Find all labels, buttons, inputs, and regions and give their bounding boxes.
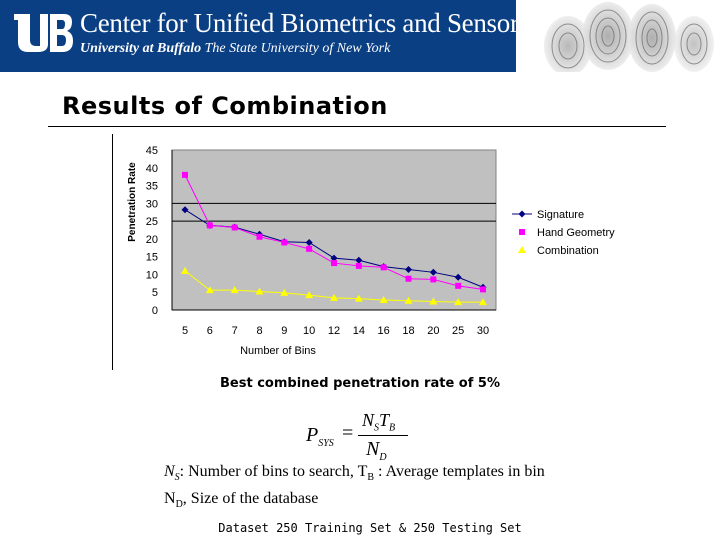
x-tick-label: 18 [402, 325, 414, 337]
dataset-note: Dataset 250 Training Set & 250 Testing S… [218, 521, 522, 535]
y-tick-label: 15 [146, 252, 158, 264]
x-tick-label: 25 [452, 325, 464, 337]
data-point-combination [330, 293, 338, 301]
y-tick-label: 40 [146, 163, 158, 175]
definition-ns-tb: NS: Number of bins to search, TB : Avera… [164, 463, 545, 483]
data-point-combination [280, 288, 289, 296]
data-point-hand-geometry [331, 260, 337, 267]
x-tick-label: 20 [427, 325, 439, 337]
y-tick-label: 25 [146, 216, 158, 228]
plot-area [171, 149, 497, 311]
banner-subtitle: University at Buffalo The State Universi… [80, 41, 390, 57]
data-point-combination [205, 286, 214, 294]
best-rate-note: Best combined penetration rate of 5% [220, 376, 500, 391]
data-point-hand-geometry [182, 171, 188, 178]
data-point-hand-geometry [281, 239, 288, 246]
formula-lhs: PSYS [306, 424, 334, 449]
legend-marker-hand-geometry [519, 229, 525, 235]
x-tick-label: 30 [477, 325, 489, 337]
banner-title: Center for Unified Biometrics and Sensor… [80, 8, 529, 38]
definition-ns-text: : Number of bins to search, T [179, 463, 368, 480]
data-point-signature [429, 268, 437, 276]
data-point-hand-geometry [206, 222, 213, 229]
y-axis-label: Penetration Rate [127, 162, 138, 242]
data-point-combination [255, 287, 264, 295]
penetration-rate-chart: 0 5 10 15 20 25 30 35 40 45 5 6 7 8 9 10 12 14 16 18 20 25 30 N… [127, 145, 615, 357]
x-tick-label: 6 [207, 325, 213, 337]
page-title: Results of Combination [62, 92, 388, 120]
definition-nd: ND, Size of the database [164, 490, 318, 510]
data-point-hand-geometry [480, 286, 486, 293]
data-point-combination [379, 296, 388, 304]
formula-denominator: ND [366, 438, 387, 463]
data-point-signature [454, 273, 462, 281]
legend-label-hand-geometry: Hand Geometry [537, 227, 615, 239]
data-point-hand-geometry [405, 275, 412, 282]
legend-label-signature: Signature [537, 209, 584, 221]
x-tick-label: 10 [303, 325, 315, 337]
y-tick-label: 5 [152, 287, 158, 299]
header-banner: Center for Unified Biometrics and Sensor… [0, 0, 529, 72]
x-tick-label: 9 [281, 325, 287, 337]
data-point-signature [330, 254, 338, 262]
data-point-hand-geometry [306, 245, 313, 252]
data-point-signature [355, 256, 363, 264]
x-tick-label: 7 [232, 325, 238, 337]
formula-equals: = [342, 422, 354, 444]
y-tick-label: 30 [146, 198, 158, 210]
data-point-combination [354, 294, 363, 302]
data-point-signature [305, 238, 313, 246]
x-tick-label: 14 [353, 325, 365, 337]
formula-fraction-bar [358, 435, 408, 436]
x-tick-label: 16 [378, 325, 390, 337]
y-tick-label: 45 [146, 145, 158, 157]
definition-tb-sub: B [367, 472, 375, 484]
data-point-hand-geometry [231, 224, 238, 231]
fingerprint-images [516, 0, 720, 76]
ub-logo [14, 14, 73, 52]
data-point-combination [181, 266, 189, 274]
x-tick-label: 12 [328, 325, 340, 337]
data-point-hand-geometry [380, 264, 387, 271]
fingerprint-icon [544, 2, 714, 76]
chart-divider [112, 134, 113, 370]
definition-tb-text: : Average templates in bin [374, 463, 545, 480]
data-point-combination [305, 291, 314, 299]
x-tick-label: 8 [256, 325, 262, 337]
data-point-combination [404, 296, 413, 304]
y-tick-label: 0 [152, 305, 158, 317]
y-tick-label: 35 [146, 181, 158, 193]
banner-subtitle-rest: The State University of New York [201, 41, 391, 56]
penetration-formula: PSYS = NSTB ND [300, 410, 420, 470]
symbol-nd: N [164, 490, 176, 507]
data-point-hand-geometry [256, 233, 263, 240]
y-tick-label: 10 [146, 269, 158, 281]
legend-marker-combination [518, 246, 526, 253]
legend-label-combination: Combination [537, 245, 599, 257]
data-point-signature [405, 265, 412, 273]
data-point-signature [181, 206, 189, 214]
banner-subtitle-bold: University at Buffalo [80, 41, 202, 56]
data-point-combination [454, 298, 463, 306]
data-point-combination [429, 297, 438, 305]
data-point-combination [230, 286, 239, 294]
title-divider [48, 126, 666, 127]
y-tick-label: 20 [146, 234, 158, 246]
symbol-ns: NS [164, 463, 180, 484]
data-point-hand-geometry [430, 276, 437, 283]
definition-nd-text: , Size of the database [182, 490, 319, 507]
legend-marker-signature [518, 210, 526, 218]
symbol-nd-sub: D [175, 499, 183, 511]
formula-numerator: NSTB [362, 410, 396, 434]
data-point-hand-geometry [455, 282, 462, 289]
data-point-hand-geometry [355, 262, 362, 269]
x-tick-label: 5 [182, 325, 188, 337]
data-point-combination [479, 298, 487, 306]
x-axis-label: Number of Bins [240, 345, 316, 357]
